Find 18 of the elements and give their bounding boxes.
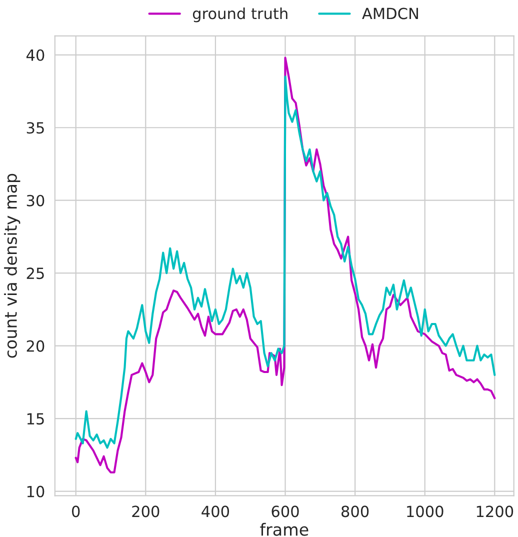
x-tick-label: 800 (342, 506, 369, 518)
x-axis-title: frame (260, 522, 308, 536)
y-tick-label: 30 (26, 194, 44, 206)
y-tick-label: 20 (26, 340, 44, 352)
y-tick-label: 15 (27, 413, 44, 425)
x-tick-label: 1200 (476, 506, 514, 518)
x-tick-label: 1000 (407, 506, 444, 518)
y-tick-label: 10 (27, 486, 44, 498)
y-axis-title: count via density map (4, 174, 20, 358)
y-tick-label: 25 (26, 268, 44, 280)
x-tick-label: 400 (202, 506, 230, 518)
legend-label: ground truth (192, 7, 288, 22)
y-tick-label: 35 (26, 122, 44, 134)
x-tick-label: 600 (272, 506, 299, 518)
legend-label: AMDCN (362, 8, 418, 20)
x-tick-label: 0 (72, 506, 80, 518)
y-tick-label: 40 (26, 49, 44, 61)
x-tick-label: 200 (132, 506, 160, 518)
